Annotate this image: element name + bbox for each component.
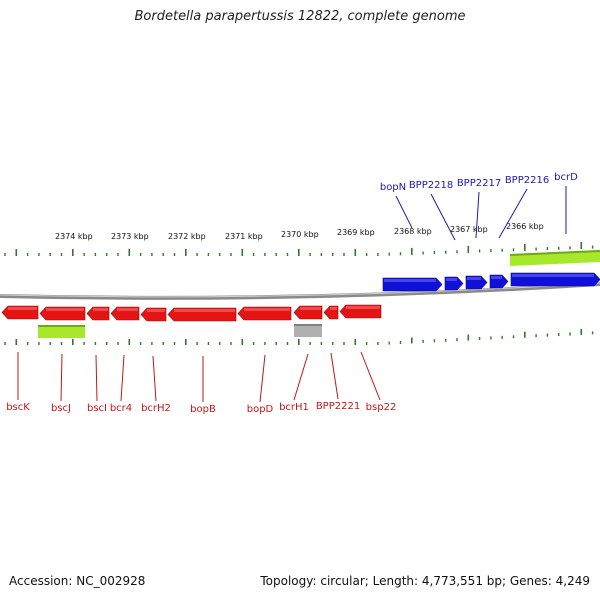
gene-leader-line [293,353,309,401]
gene-shine [384,279,436,282]
gene-shine [491,276,502,279]
accession-text: Accession: NC_002928 [9,574,146,588]
outer-tick-ruler [4,241,594,256]
forward-strand-genes [382,272,600,292]
gene-shine [93,308,108,311]
gene-leader-line [95,354,98,402]
gene-shine [512,274,594,277]
reverse-strand-genes [1,304,382,322]
gene-label: BPP2216 [505,175,549,186]
feature-bar-green [38,325,85,338]
genome-backbone [0,282,600,300]
gene-shine [346,306,380,309]
genome-summary-text: Topology: circular; Length: 4,773,551 bp… [260,574,590,588]
kbp-label: 2367 kbp [450,225,488,234]
gene-leader-line [430,193,456,241]
genome-backbone-highlight [0,282,600,298]
gene-shine [244,308,290,311]
gene-label: BPP2221 [316,401,360,412]
gene-shine [147,309,165,312]
gene-leader-line [259,354,266,403]
feature-track [38,250,600,338]
gene-label: bcrD [554,172,578,183]
map-title: Bordetella parapertussis 12822, complete… [134,9,466,24]
kbp-label: 2369 kbp [337,228,375,237]
gene-label: bcrH1 [279,402,309,413]
kbp-label: 2370 kbp [281,230,319,239]
kbp-label: 2371 kbp [225,232,263,241]
gene-label: bscJ [51,403,71,414]
gene-shine [174,309,235,312]
gene-leader-line [120,354,125,402]
gene-shine [446,278,457,281]
gene-label: bcrH2 [141,403,171,414]
inner-tick-ruler [4,328,594,345]
gene-shine [46,308,84,311]
gene-label-group: bopN BPP2218 BPP2217 BPP2216 bcrD bscK bscJ bsc… [6,172,578,415]
gene-shine [467,277,481,280]
gene-leader-line [152,355,157,402]
gene-label: BPP2217 [457,178,501,189]
gene-leader-line [475,191,480,239]
gene-leader-line [498,188,528,239]
feature-bar-green-edge [38,325,85,327]
gene-shine [117,308,138,311]
kbp-label: 2366 kbp [506,222,544,231]
gene-shine [8,307,37,310]
feature-bar-gray-edge [294,324,322,326]
gene-label: bsp22 [366,402,397,413]
gene-label: bopN [380,182,406,193]
gene-shine [330,307,337,310]
gene-leader-line [395,195,413,229]
gene-label: BPP2218 [409,180,453,191]
kbp-label: 2372 kbp [168,232,206,241]
kbp-label-group: 2374 kbp 2373 kbp 2372 kbp 2371 kbp 2370 kbp… [55,222,544,241]
gene-leader-line [60,353,63,402]
gene-label: bscK [6,402,30,413]
kbp-label: 2374 kbp [55,232,93,241]
gene-label: bcr4 [110,403,132,414]
feature-bar-green-edge [510,250,600,256]
gene-shine [300,307,321,310]
gene-label: bopD [247,404,274,415]
gene-leader-line [360,351,381,401]
kbp-label: 2368 kbp [394,227,432,236]
gene-label: bscI [87,403,107,414]
gene-label: bopB [190,404,216,415]
kbp-label: 2373 kbp [111,232,149,241]
gene-leader-line [330,352,339,400]
feature-bar-gray [294,324,322,337]
